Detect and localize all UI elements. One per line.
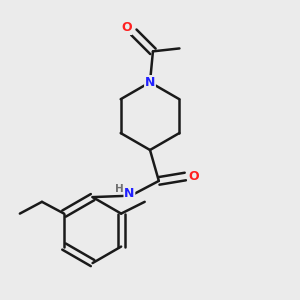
- Text: N: N: [124, 187, 135, 200]
- Text: N: N: [145, 76, 155, 89]
- Text: H: H: [115, 184, 124, 194]
- Text: O: O: [121, 21, 132, 34]
- Text: O: O: [188, 170, 199, 183]
